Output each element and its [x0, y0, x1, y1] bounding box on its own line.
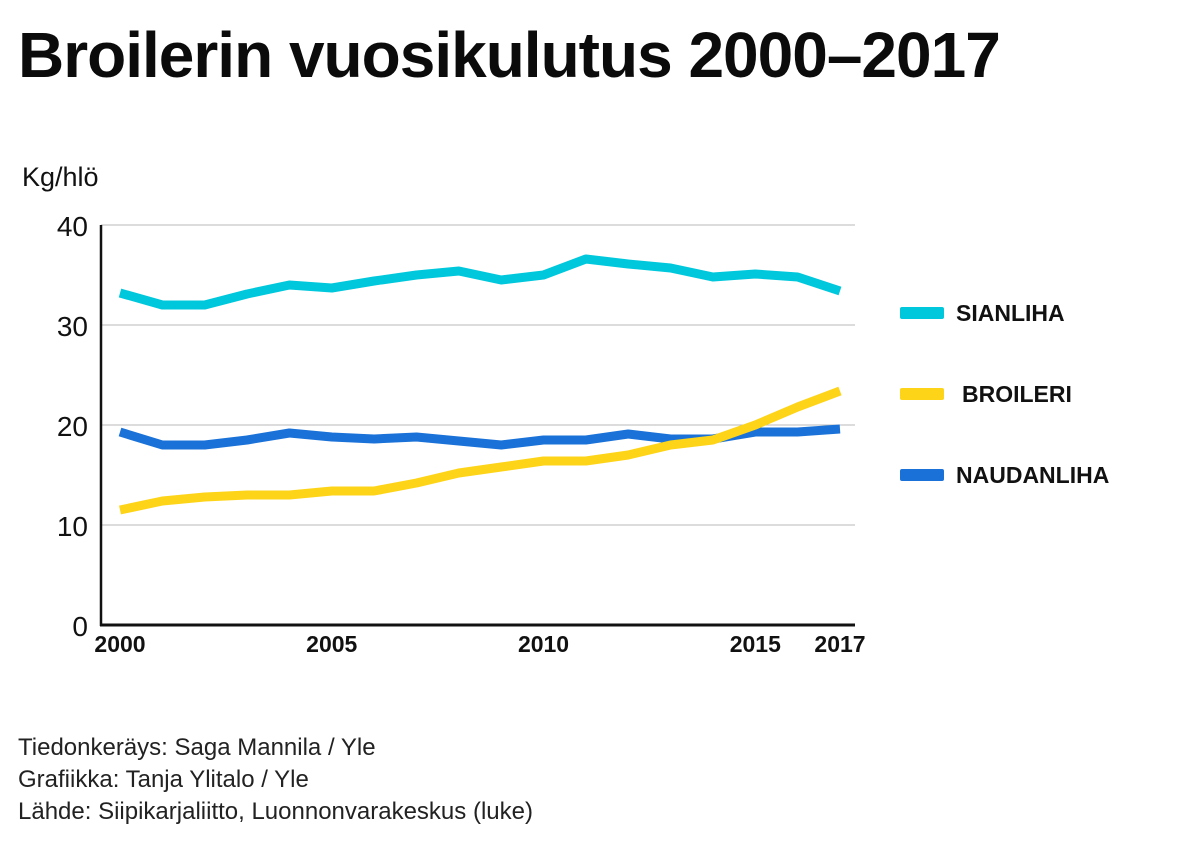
y-tick-label: 40: [57, 211, 88, 242]
x-tick-label: 2015: [730, 631, 781, 657]
chart-title: Broilerin vuosikulutus 2000–2017: [18, 19, 1001, 91]
credits: Tiedonkeräys: Saga Mannila / Yle Grafiik…: [18, 732, 533, 828]
y-tick-labels: 0 10 20 30 40: [57, 211, 88, 642]
legend-label-naudanliha: NAUDANLIHA: [956, 462, 1109, 488]
legend-label-broileri: BROILERI: [962, 381, 1072, 407]
x-tick-label: 2017: [814, 631, 865, 657]
axes: [99, 225, 855, 627]
credit-data-collection: Tiedonkeräys: Saga Mannila / Yle: [18, 734, 376, 761]
series-line-broileri: [119, 386, 842, 515]
y-tick-label: 0: [72, 611, 88, 642]
legend-swatch-broileri: [900, 388, 944, 400]
y-tick-label: 20: [57, 411, 88, 442]
series-lines: [118, 254, 842, 515]
credit-graphics: Grafiikka: Tanja Ylitalo / Yle: [18, 766, 309, 793]
y-tick-label: 30: [57, 311, 88, 342]
gridlines: [101, 224, 855, 526]
y-axis-label: Kg/hlö: [22, 162, 99, 192]
legend-swatch-sianliha: [900, 307, 944, 319]
x-tick-label: 2005: [306, 631, 357, 657]
y-tick-label: 10: [57, 511, 88, 542]
x-tick-label: 2000: [94, 631, 145, 657]
series-line-sianliha: [118, 254, 842, 310]
credit-source: Lähde: Siipikarjaliitto, Luonnonvarakesk…: [18, 798, 533, 825]
x-tick-label: 2010: [518, 631, 569, 657]
legend-label-sianliha: SIANLIHA: [956, 300, 1065, 326]
legend-swatch-naudanliha: [900, 469, 944, 481]
x-tick-labels: 2000 2005 2010 2015 2017: [94, 631, 865, 657]
legend: SIANLIHA BROILERI NAUDANLIHA: [900, 300, 1109, 488]
